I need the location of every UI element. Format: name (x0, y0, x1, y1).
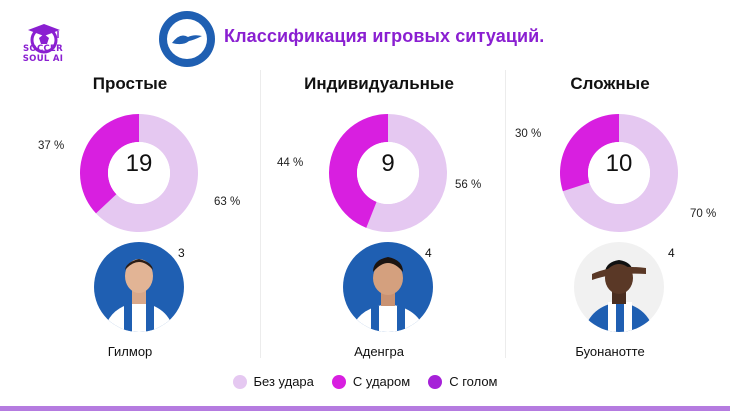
legend-label: Без удара (253, 374, 314, 389)
legend-dot-icon (331, 374, 346, 389)
chart-panel-individual: Индивидуальные 9 44 % 56 % 4 Аденгра (259, 70, 499, 360)
slice-label-shot: 30 % (515, 128, 542, 140)
donut-hole (108, 142, 170, 204)
legend-item: С ударом (331, 374, 411, 389)
player-name: Буонанотте (575, 344, 645, 359)
legend-label: С ударом (352, 374, 411, 389)
brand-line-2: SOUL AI (22, 54, 64, 64)
player-count: 4 (668, 246, 675, 260)
brand-line-1: SOCCER (23, 44, 63, 54)
slice-label-no-shot: 56 % (455, 179, 482, 191)
brand-name: SOCCER SOUL AI (12, 44, 74, 64)
legend: Без удара С ударом С голом (0, 374, 730, 389)
donut-slice-shot (80, 114, 139, 214)
donut-hole (357, 142, 419, 204)
donut-hole (588, 142, 650, 204)
chart-panel-simple: Простые 19 37 % 63 % 3 Гилмор (10, 70, 250, 360)
player-count: 3 (178, 246, 185, 260)
donut-chart (80, 114, 198, 232)
chart-panel-complex: Сложные 10 30 % 70 % 4 Буонанотте (490, 70, 730, 360)
donut-chart (560, 114, 678, 232)
legend-item: Без удара (232, 374, 314, 389)
donut-slice-no-shot (95, 114, 198, 232)
slice-label-shot: 37 % (38, 140, 65, 152)
player-avatar (94, 242, 184, 332)
chart-total: 10 (605, 150, 633, 177)
slice-label-shot: 44 % (277, 157, 304, 169)
column-divider (505, 70, 506, 358)
legend-label: С голом (449, 374, 498, 389)
page-title: Классификация игровых ситуаций. (224, 26, 545, 46)
donut-slice-no-shot (562, 114, 678, 232)
slice-label-no-shot: 70 % (690, 208, 717, 220)
player-avatar (574, 242, 664, 332)
bottom-accent-bar (0, 406, 730, 411)
chart-title: Сложные (570, 74, 650, 93)
player-name: Аденгра (354, 344, 404, 359)
donut-chart (329, 114, 447, 232)
chart-total: 19 (125, 150, 153, 177)
legend-dot-icon (428, 374, 443, 389)
club-badge-icon (159, 11, 215, 67)
soccer-soul-logo-icon (28, 24, 60, 54)
chart-title: Индивидуальные (304, 74, 454, 93)
slice-label-no-shot: 63 % (214, 196, 241, 208)
player-avatar (343, 242, 433, 332)
player-count: 4 (425, 246, 432, 260)
legend-dot-icon (232, 374, 247, 389)
donut-slice-no-shot (366, 114, 447, 232)
legend-item: С голом (428, 374, 498, 389)
chart-total: 9 (381, 150, 395, 177)
donut-slice-shot (560, 114, 619, 192)
donut-slice-shot (329, 114, 388, 228)
column-divider (260, 70, 261, 358)
player-name: Гилмор (107, 344, 153, 359)
chart-title: Простые (92, 74, 168, 93)
